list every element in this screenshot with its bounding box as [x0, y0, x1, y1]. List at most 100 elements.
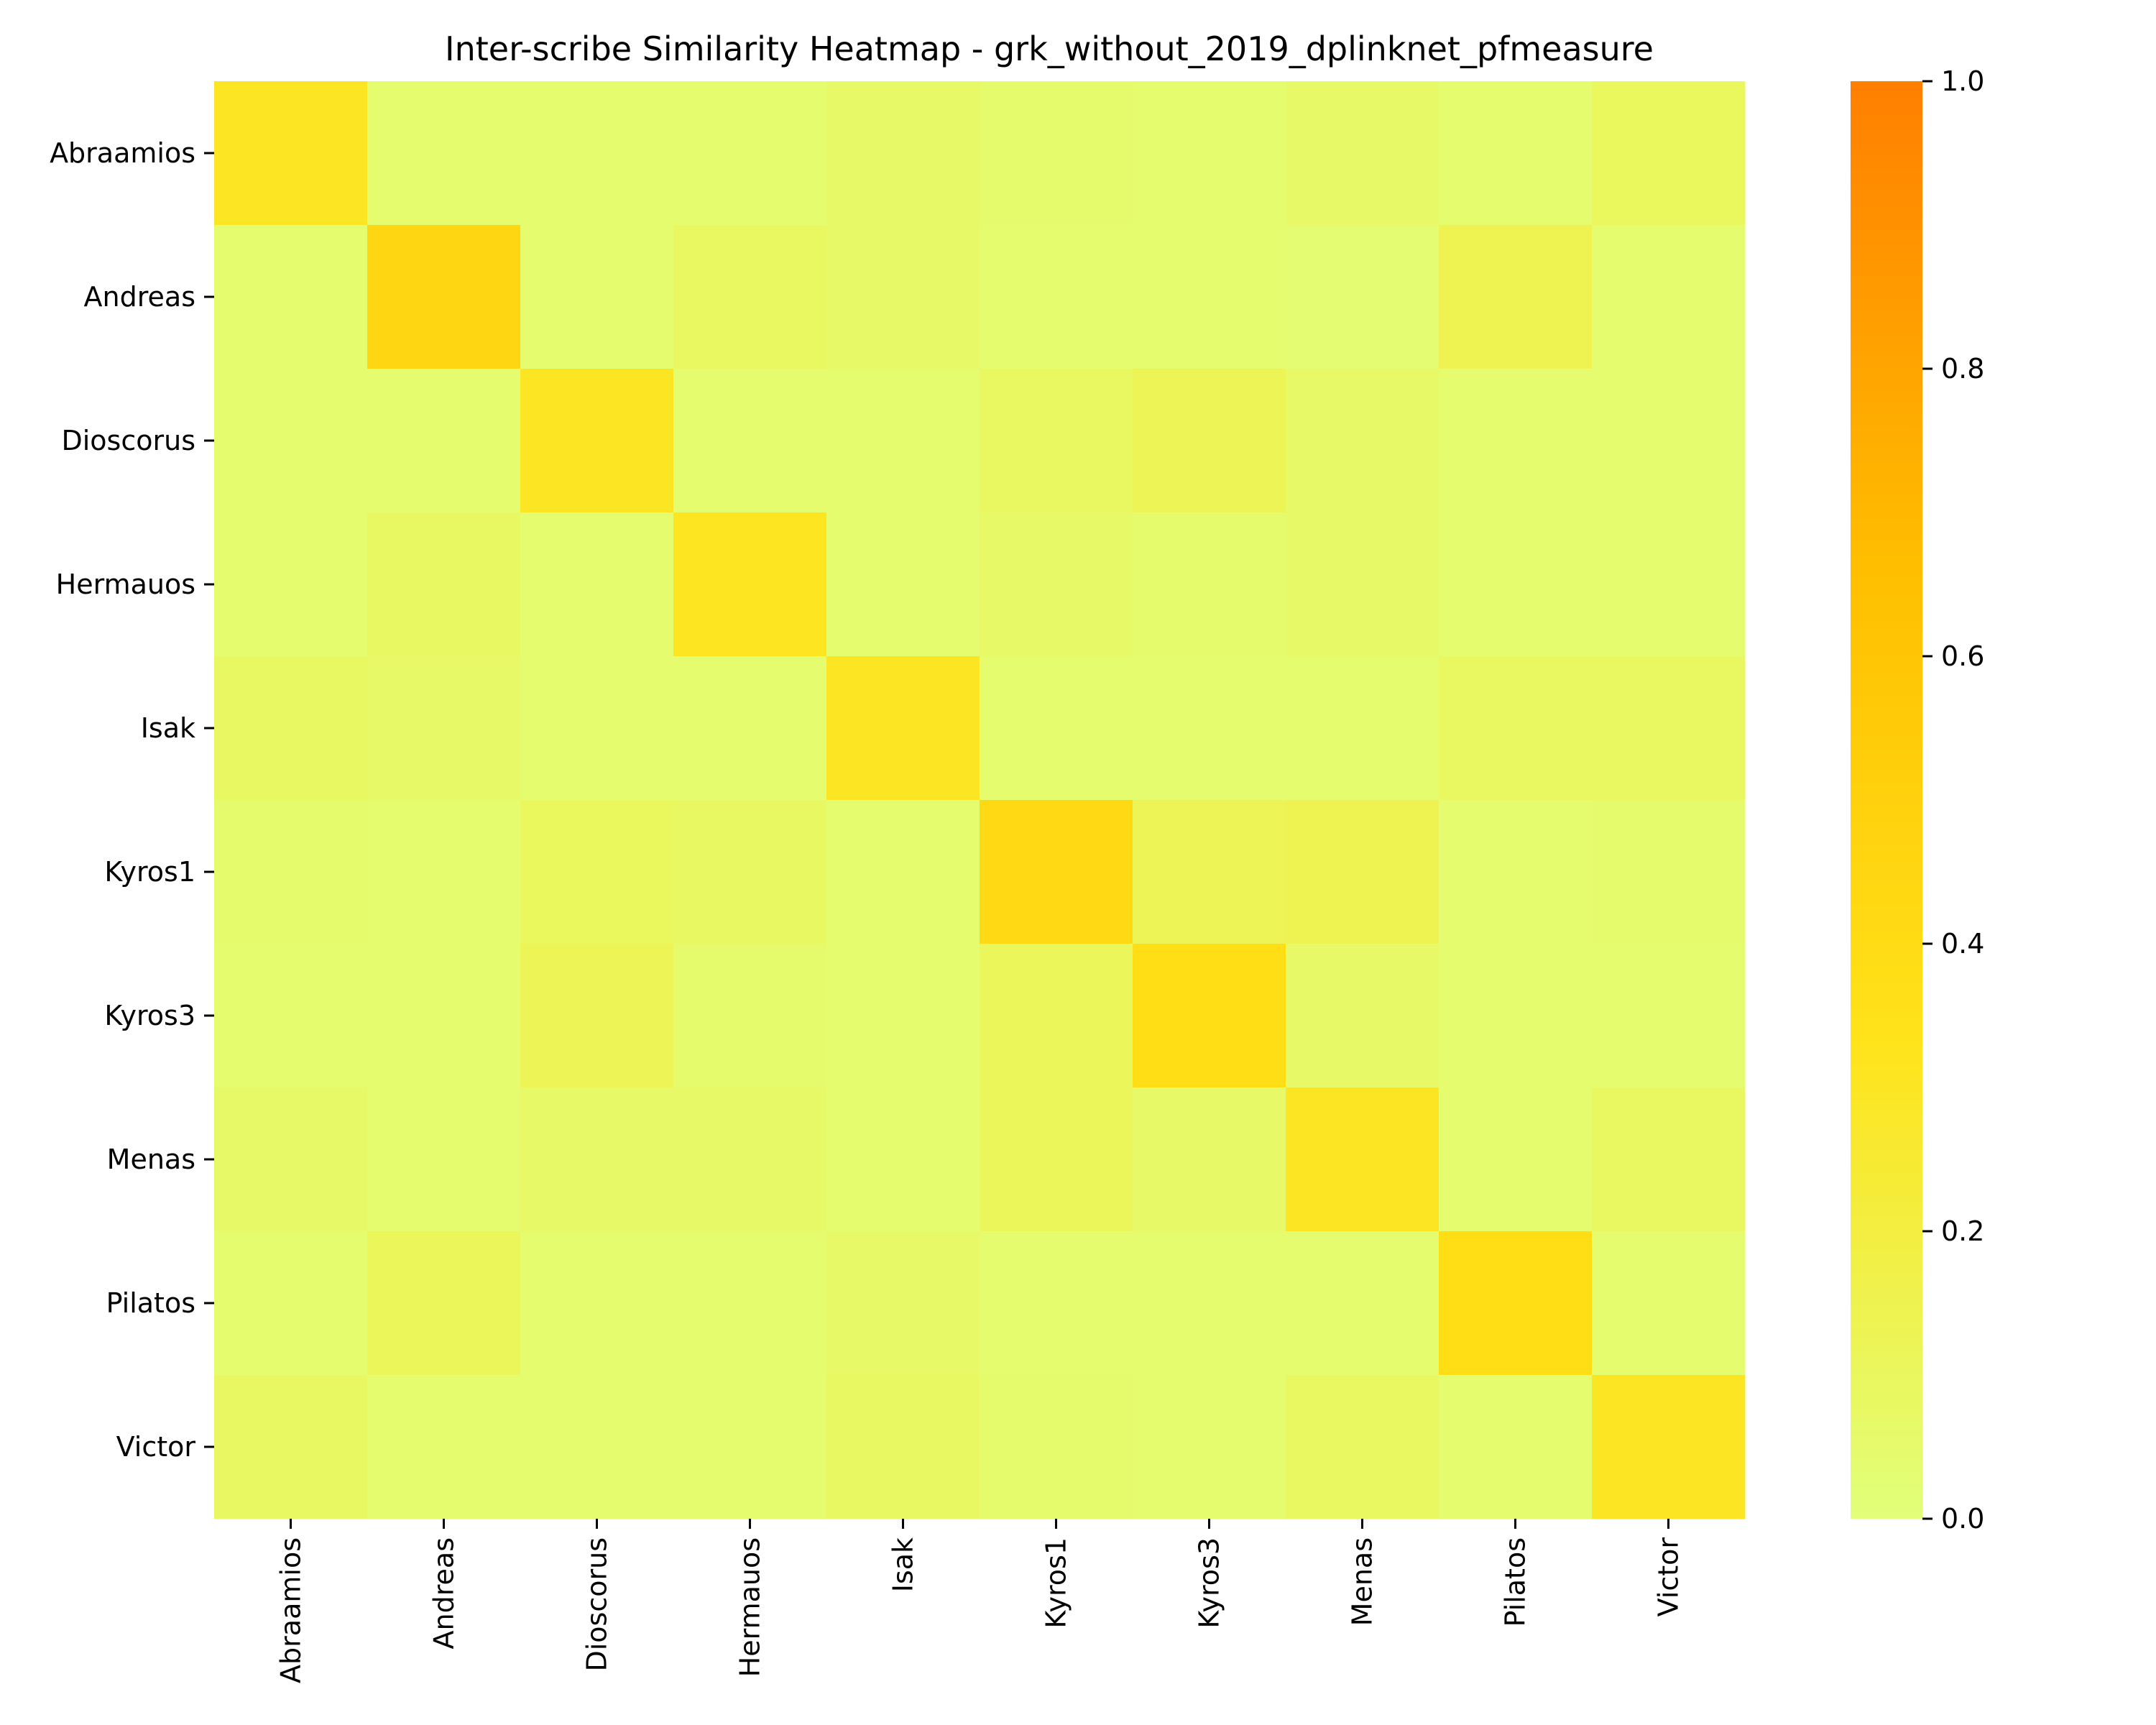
heatmap-cell-hermauos-andreas: [367, 512, 521, 657]
heatmap-cell-pilatos-pilatos: [1439, 1231, 1593, 1376]
heatmap-cell-menas-dioscorus: [520, 1087, 674, 1232]
heatmap-cell-isak-hermauos: [673, 656, 827, 801]
chart-title: Inter-scribe Similarity Heatmap - grk_wi…: [445, 29, 1654, 68]
heatmap-cell-isak-abraamios: [214, 656, 368, 801]
heatmap-cell-kyros1-kyros3: [1133, 800, 1286, 944]
heatmap-cell-kyros3-kyros1: [980, 944, 1133, 1088]
y-tick-label: Kyros1: [104, 856, 195, 888]
heatmap-cell-kyros3-hermauos: [673, 944, 827, 1088]
heatmap-cell-menas-andreas: [367, 1087, 521, 1232]
heatmap-cell-kyros1-andreas: [367, 800, 521, 944]
y-tick-label: Pilatos: [106, 1287, 195, 1319]
colorbar-tick-label: 0.2: [1941, 1215, 1984, 1247]
heatmap-cell-menas-victor: [1592, 1087, 1746, 1232]
heatmap-cell-menas-isak: [826, 1087, 980, 1232]
heatmap-cells: [214, 81, 1746, 1519]
heatmap-cell-victor-abraamios: [214, 1375, 368, 1519]
heatmap-cell-dioscorus-andreas: [367, 369, 521, 513]
colorbar-tick-label: 0.4: [1941, 928, 1984, 960]
heatmap-cell-menas-abraamios: [214, 1087, 368, 1232]
colorbar-tick-label: 0.6: [1941, 640, 1984, 672]
heatmap-cell-victor-victor: [1592, 1375, 1746, 1519]
heatmap-cell-dioscorus-pilatos: [1439, 369, 1593, 513]
x-tick-label: Pilatos: [1500, 1537, 1531, 1627]
heatmap-cell-andreas-victor: [1592, 225, 1746, 369]
heatmap-cell-dioscorus-kyros3: [1133, 369, 1286, 513]
heatmap-cell-abraamios-kyros1: [980, 81, 1133, 226]
heatmap-cell-andreas-menas: [1286, 225, 1439, 369]
heatmap-cell-menas-hermauos: [673, 1087, 827, 1232]
heatmap-cell-hermauos-pilatos: [1439, 512, 1593, 657]
y-tick-label: Kyros3: [104, 1000, 195, 1031]
heatmap-cell-victor-kyros1: [980, 1375, 1133, 1519]
x-tick-label: Abraamios: [275, 1537, 307, 1683]
heatmap-cell-kyros1-isak: [826, 800, 980, 944]
heatmap-cell-kyros1-dioscorus: [520, 800, 674, 944]
heatmap-cell-abraamios-andreas: [367, 81, 521, 226]
heatmap-cell-abraamios-menas: [1286, 81, 1439, 226]
heatmap-cell-pilatos-menas: [1286, 1231, 1439, 1376]
heatmap-cell-kyros3-isak: [826, 944, 980, 1088]
colorbar-tick-label: 0.8: [1941, 353, 1984, 385]
heatmap-cell-pilatos-kyros3: [1133, 1231, 1286, 1376]
heatmap-cell-victor-menas: [1286, 1375, 1439, 1519]
x-tick-label: Dioscorus: [581, 1537, 613, 1672]
heatmap-cell-pilatos-isak: [826, 1231, 980, 1376]
heatmap-cell-dioscorus-victor: [1592, 369, 1746, 513]
heatmap-cell-kyros1-victor: [1592, 800, 1746, 944]
colorbar-tick-label: 0.0: [1941, 1503, 1984, 1535]
heatmap-cell-isak-kyros3: [1133, 656, 1286, 801]
heatmap-cell-dioscorus-kyros1: [980, 369, 1133, 513]
heatmap-cell-isak-kyros1: [980, 656, 1133, 801]
heatmap-cell-kyros3-dioscorus: [520, 944, 674, 1088]
heatmap-cell-abraamios-abraamios: [214, 81, 368, 226]
heatmap-cell-kyros1-hermauos: [673, 800, 827, 944]
heatmap-cell-menas-kyros1: [980, 1087, 1133, 1232]
y-axis: Abraamios Andreas Dioscorus Hermauos Isak Kyr…: [50, 137, 214, 1463]
heatmap-cell-hermauos-menas: [1286, 512, 1439, 657]
y-tick-label: Victor: [116, 1431, 196, 1463]
x-tick-label: Isak: [888, 1537, 919, 1592]
x-tick-label: Hermauos: [734, 1537, 766, 1677]
colorbar: 0.0 0.2 0.4 0.6 0.8 1.0: [1851, 65, 1984, 1535]
y-tick-label: Andreas: [84, 281, 195, 313]
heatmap-cell-kyros1-abraamios: [214, 800, 368, 944]
x-tick-label: Kyros3: [1194, 1537, 1225, 1629]
heatmap-cell-kyros3-abraamios: [214, 944, 368, 1088]
heatmap-cell-andreas-kyros3: [1133, 225, 1286, 369]
heatmap-cell-dioscorus-menas: [1286, 369, 1439, 513]
heatmap-cell-hermauos-hermauos: [673, 512, 827, 657]
heatmap-cell-pilatos-dioscorus: [520, 1231, 674, 1376]
heatmap-cell-victor-pilatos: [1439, 1375, 1593, 1519]
y-tick-label: Menas: [107, 1144, 195, 1175]
heatmap-cell-kyros1-pilatos: [1439, 800, 1593, 944]
heatmap-cell-victor-dioscorus: [520, 1375, 674, 1519]
colorbar-tick-label: 1.0: [1941, 65, 1984, 97]
heatmap-cell-kyros3-kyros3: [1133, 944, 1286, 1088]
x-tick-label: Andreas: [428, 1537, 460, 1649]
heatmap-cell-hermauos-kyros3: [1133, 512, 1286, 657]
heatmap-cell-isak-victor: [1592, 656, 1746, 801]
heatmap-cell-kyros1-menas: [1286, 800, 1439, 944]
heatmap-cell-andreas-dioscorus: [520, 225, 674, 369]
x-axis: Abraamios Andreas Dioscorus Hermauos Isak Kyr…: [275, 1519, 1685, 1683]
heatmap-cell-menas-menas: [1286, 1087, 1439, 1232]
heatmap-cell-isak-dioscorus: [520, 656, 674, 801]
heatmap-cell-kyros1-kyros1: [980, 800, 1133, 944]
heatmap-cell-victor-hermauos: [673, 1375, 827, 1519]
colorbar-gradient: [1851, 81, 1922, 1519]
x-tick-label: Victor: [1653, 1537, 1685, 1617]
heatmap-cell-victor-andreas: [367, 1375, 521, 1519]
heatmap-cell-hermauos-abraamios: [214, 512, 368, 657]
y-tick-label: Dioscorus: [61, 425, 195, 456]
heatmap-cell-pilatos-andreas: [367, 1231, 521, 1376]
heatmap-cell-kyros3-pilatos: [1439, 944, 1593, 1088]
heatmap-cell-kyros3-andreas: [367, 944, 521, 1088]
heatmap-cell-dioscorus-abraamios: [214, 369, 368, 513]
heatmap-cell-hermauos-victor: [1592, 512, 1746, 657]
x-tick-label: Kyros1: [1041, 1537, 1072, 1629]
heatmap-cell-andreas-isak: [826, 225, 980, 369]
y-tick-label: Abraamios: [50, 137, 195, 169]
heatmap-cell-isak-menas: [1286, 656, 1439, 801]
